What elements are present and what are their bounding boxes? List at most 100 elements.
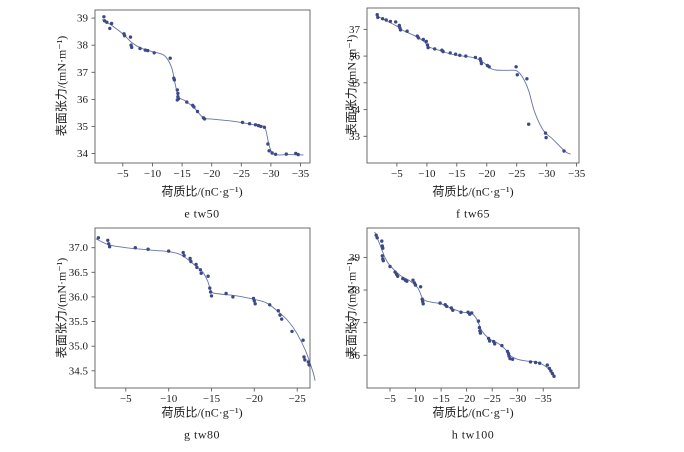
data-point [478,331,483,335]
y-tick-label: 34 [77,148,89,160]
data-point [381,246,385,250]
data-point [247,122,252,126]
y-tick-label: 34 [349,104,361,116]
data-point [473,55,478,60]
y-tick-label: 39 [349,252,361,264]
chart-tw50: −5 −10 −15 −20 −25 −30 −35 34 35 36 37 38 39 表面张力/(m… [0,0,342,226]
data-point [107,245,112,249]
x-tick-label: −35 [568,168,586,180]
y-tick-label: 36 [349,350,361,362]
data-point [374,233,378,237]
x-tick-label: −5 [120,393,132,405]
data-point [486,336,491,341]
x-tick-label: −20 [203,168,221,180]
data-point [198,268,203,272]
data-point [448,51,452,55]
data-point [195,265,199,270]
y-tick-label: 35.0 [69,341,89,353]
data-point [549,369,553,373]
data-point [284,152,288,156]
data-point [375,236,379,240]
y-tick-label: 36.5 [69,267,89,279]
data-point [388,264,392,269]
data-point [453,52,458,56]
data-point [280,317,284,321]
data-point [107,242,111,246]
data-point [470,311,474,315]
data-point [401,276,405,281]
data-point [458,53,462,57]
x-tick-label: −25 [233,168,251,180]
data-point [138,46,142,51]
x-tick-label: −15 [432,393,450,405]
data-point [273,152,278,156]
data-point [202,117,207,121]
data-point [252,299,256,303]
chart-caption: e tw50 [184,206,220,221]
data-point [146,48,150,53]
data-point [547,366,552,371]
y-tick-label: 37 [349,317,361,329]
data-point [384,18,388,22]
data-point [172,78,177,82]
data-point [405,279,409,283]
x-tick-label: −15 [448,168,466,180]
chart-caption: g tw80 [184,427,220,442]
x-tick-label: −25 [289,393,307,405]
x-axis-label: 荷质比/(nC·g⁻¹) [432,405,514,420]
x-tick-label: −30 [538,168,556,180]
x-tick-label: −35 [535,393,553,405]
data-point [278,313,282,317]
data-point [493,342,497,346]
data-point [398,28,403,32]
data-point [302,355,306,359]
data-point [550,371,555,376]
data-point [380,254,384,258]
data-point [507,354,511,358]
data-point [562,149,566,153]
data-point [479,61,484,66]
data-point [182,253,186,258]
data-point [538,361,542,365]
data-point [376,15,380,20]
data-point [262,125,267,129]
plot-tw50: −5 −10 −15 −20 −25 −30 −35 34 35 36 37 38 39 [77,9,311,180]
data-point [189,259,193,264]
plot-box [94,227,311,389]
data-point [146,247,150,251]
data-point [175,98,179,102]
y-tick-label: 35.5 [69,316,89,328]
data-point [307,363,311,367]
chart-caption: h tw100 [451,427,495,442]
data-point [527,122,531,126]
data-point [441,49,445,54]
y-tick-label: 36.0 [69,291,89,303]
data-point [394,20,398,24]
data-point [176,91,180,96]
x-axis-label: 荷质比/(nC·g⁻¹) [432,184,514,199]
data-point [192,105,196,109]
data-point [381,259,385,263]
data-point [152,51,156,55]
x-tick-label: −10 [407,393,425,405]
x-tick-label: −15 [173,168,191,180]
data-point [168,56,172,60]
data-point [425,43,430,47]
y-tick-label: 35 [349,77,361,89]
data-point [206,274,210,278]
data-point [545,363,549,367]
chart-tw80: −5 −10 −15 −20 −25 34.5 35.0 35.5 36.0 36.5 37.0 表… [0,226,342,452]
trend-line [101,19,304,156]
data-point [122,34,127,38]
y-tick-label: 37 [77,67,89,79]
x-tick-label: −25 [508,168,526,180]
data-point [267,149,271,153]
y-tick-label: 37 [349,24,361,36]
data-point [303,358,307,362]
data-point [270,151,274,155]
data-point [433,47,437,51]
plot-tw65: −5 −10 −15 −20 −25 −30 −35 33 34 35 36 37 [349,7,586,180]
x-tick-label: −20 [478,168,496,180]
data-point [525,77,529,81]
